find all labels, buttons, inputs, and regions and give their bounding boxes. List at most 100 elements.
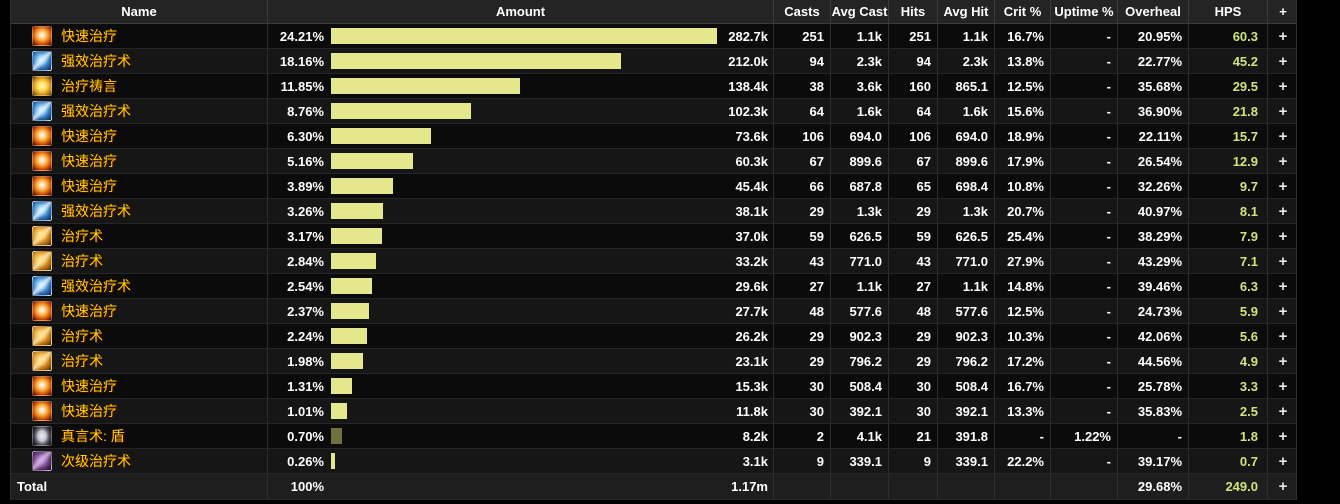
expand-button[interactable]: + [1278,377,1288,395]
table-row[interactable]: 次级治疗术 0.26% 3.1k 9 339.1 9 339.1 22.2% -39.17% 0.… [11,449,1296,474]
amount-percent: 2.24% [287,328,324,344]
expand-button[interactable]: + [1278,202,1288,220]
flash-heal-icon [32,151,52,171]
table-row[interactable]: 治疗祷言 11.85% 138.4k 38 3.6k 160 865.1 12.5% -35.6… [11,74,1296,99]
avg-cast-value: 577.6 [831,299,889,323]
amount-bar [331,228,382,244]
table-row[interactable]: 治疗术 2.84% 33.2k 43 771.0 43 771.0 27.9% -43.29% 7… [11,249,1296,274]
expand-button[interactable]: + [1278,277,1288,295]
name-cell: 真言术: 盾 [11,424,268,448]
expand-button[interactable]: + [1278,252,1288,270]
col-header-uptime[interactable]: Uptime % [1051,0,1118,23]
expand-button[interactable]: + [1278,452,1288,470]
hits-value: 94 [889,49,938,73]
amount-percent: 3.26% [287,203,324,219]
col-header-hits[interactable]: Hits [889,0,938,23]
amount-bar-track [331,53,773,69]
col-header-avg-cast[interactable]: Avg Cast [831,0,889,23]
hits-value: 59 [889,224,938,248]
expand-button[interactable]: + [1278,77,1288,95]
amount-value: 23.1k [735,353,768,369]
expand-button[interactable]: + [1278,102,1288,120]
heal-icon [32,326,52,346]
table-row[interactable]: 治疗术 2.24% 26.2k 29 902.3 29 902.3 10.3% -42.06% 5… [11,324,1296,349]
overheal-pct-value: 39.17% [1118,449,1189,473]
amount-percent: 24.21% [279,28,324,44]
casts-value: 64 [774,99,831,123]
expand-button[interactable]: + [1278,402,1288,420]
expand-button[interactable]: + [1278,327,1288,345]
crit-pct-value: 15.6% [995,99,1051,123]
uptime-pct-value: - [1051,74,1118,98]
table-row[interactable]: 快速治疗 24.21% 282.7k 251 1.1k 251 1.1k 16.7% -20.9… [11,24,1296,49]
avg-hit-value: 902.3 [938,324,995,348]
table-row[interactable]: 治疗术 1.98% 23.1k 29 796.2 29 796.2 17.2% -44.56% 4… [11,349,1296,374]
table-row[interactable]: 强效治疗术 8.76% 102.3k 64 1.6k 64 1.6k 15.6% -36.90%… [11,99,1296,124]
uptime-pct-value: - [1051,149,1118,173]
table-row[interactable]: 快速治疗 3.89% 45.4k 66 687.8 65 698.4 10.8% -32.26%… [11,174,1296,199]
expand-button[interactable]: + [1278,177,1288,195]
amount-bar-track [331,328,773,344]
table-row[interactable]: 真言术: 盾 0.70% 8.2k 2 4.1k 21 391.8-1.22% -1.8 + [11,424,1296,449]
avg-hit-value: 698.4 [938,174,995,198]
col-header-casts[interactable]: Casts [774,0,831,23]
amount-value: 15.3k [735,378,768,394]
amount-percent: 1.01% [287,403,324,419]
table-row[interactable]: 快速治疗 1.01% 11.8k 30 392.1 30 392.1 13.3% -35.83%… [11,399,1296,424]
overheal-pct-value: - [1118,424,1189,448]
expand-button[interactable]: + [1278,27,1288,45]
spell-name: 快速治疗 [61,378,117,394]
amount-bar-track [331,278,773,294]
avg-hit-value: 1.3k [938,199,995,223]
expand-button[interactable]: + [1278,352,1288,370]
uptime-pct-value: - [1051,349,1118,373]
table-row[interactable]: 强效治疗术 18.16% 212.0k 94 2.3k 94 2.3k 13.8% -22.77… [11,49,1296,74]
uptime-pct-value: - [1051,374,1118,398]
avg-cast-value: 694.0 [831,124,889,148]
amount-bar-track [331,153,773,169]
amount-bar [331,53,621,69]
table-row[interactable]: 治疗术 3.17% 37.0k 59 626.5 59 626.5 25.4% -38.29% 7… [11,224,1296,249]
table-row[interactable]: 强效治疗术 3.26% 38.1k 29 1.3k 29 1.3k 20.7% -40.97% 8… [11,199,1296,224]
table-row[interactable]: 快速治疗 5.16% 60.3k 67 899.6 67 899.6 17.9% -26.54%… [11,149,1296,174]
expand-button[interactable]: + [1278,152,1288,170]
expand-button[interactable]: + [1278,427,1288,445]
col-header-overheal[interactable]: Overheal [1118,0,1189,23]
expand-button[interactable]: + [1278,52,1288,70]
amount-percent: 18.16% [279,53,324,69]
table-row[interactable]: 快速治疗 2.37% 27.7k 48 577.6 48 577.6 12.5% -24.73%… [11,299,1296,324]
col-header-crit[interactable]: Crit % [995,0,1051,23]
table-row[interactable]: 快速治疗 6.30% 73.6k 106 694.0 106 694.0 18.9% -22.1… [11,124,1296,149]
prayer-of-healing-icon [32,76,52,96]
col-header-avg-hit[interactable]: Avg Hit [938,0,995,23]
hps-value: 5.6 [1189,324,1268,348]
col-header-amount[interactable]: Amount [268,0,774,23]
table-row[interactable]: 强效治疗术 2.54% 29.6k 27 1.1k 27 1.1k 14.8% -39.46% 6… [11,274,1296,299]
crit-pct-value: 18.9% [995,124,1051,148]
col-header-name[interactable]: Name [11,0,268,23]
table-row[interactable]: 快速治疗 1.31% 15.3k 30 508.4 30 508.4 16.7% -25.78%… [11,374,1296,399]
avg-cast-value: 902.3 [831,324,889,348]
expand-button[interactable]: + [1278,302,1288,320]
hps-value: 3.3 [1189,374,1268,398]
total-row[interactable]: Total 100% 1.17m 29.68% 249.0 + [11,474,1296,500]
expand-button[interactable]: + [1278,478,1288,495]
amount-bar [331,178,393,194]
name-cell: 治疗术 [11,224,268,248]
col-header-hps[interactable]: HPS [1189,0,1268,23]
col-header-expand[interactable]: + [1279,4,1287,19]
amount-percent: 0.70% [287,428,324,444]
crit-pct-value [995,474,1051,499]
amount-cell: 2.24% 26.2k [268,324,774,348]
healing-table: Name Amount Casts Avg Cast Hits Avg Hit … [10,0,1297,500]
amount-bar-track [331,78,773,94]
amount-percent: 2.54% [287,278,324,294]
expand-button[interactable]: + [1278,227,1288,245]
hps-value: 21.8 [1189,99,1268,123]
casts-value: 59 [774,224,831,248]
casts-value: 43 [774,249,831,273]
hits-value: 160 [889,74,938,98]
hps-value: 5.9 [1189,299,1268,323]
expand-button[interactable]: + [1278,127,1288,145]
hits-value: 21 [889,424,938,448]
